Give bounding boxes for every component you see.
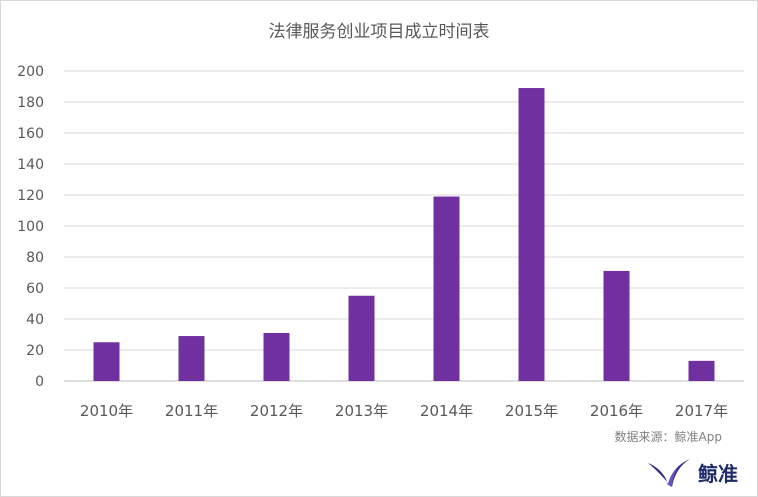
bar-2017年 xyxy=(688,360,715,381)
bar-2013年 xyxy=(348,295,375,381)
x-tick-label: 2016年 xyxy=(590,402,643,420)
y-tick-label: 160 xyxy=(17,126,44,142)
y-tick-label: 20 xyxy=(26,343,44,359)
bar-2010年 xyxy=(93,342,120,381)
y-axis-ticks: 0 20 40 60 80 100 120 140 160 180 200 xyxy=(17,64,44,390)
x-tick-label: 2010年 xyxy=(80,402,133,420)
x-tick-label: 2017年 xyxy=(675,402,728,420)
chart-title: 法律服务创业项目成立时间表 xyxy=(268,22,490,42)
logo-text: 鲸准 xyxy=(698,462,738,486)
whale-tail-icon xyxy=(648,459,690,487)
data-source-note: 数据来源：鲸准App xyxy=(614,430,722,444)
bar-2016年 xyxy=(603,270,630,381)
x-tick-label: 2014年 xyxy=(420,402,473,420)
y-tick-label: 0 xyxy=(35,374,44,390)
y-tick-label: 80 xyxy=(26,250,44,266)
x-tick-label: 2012年 xyxy=(250,402,303,420)
brand-logo: 鲸准 xyxy=(646,453,746,489)
y-tick-label: 60 xyxy=(26,281,44,297)
y-tick-label: 100 xyxy=(17,219,44,235)
bar-2011年 xyxy=(178,336,205,381)
bar-2014年 xyxy=(433,196,460,381)
y-tick-label: 140 xyxy=(17,157,44,173)
bars xyxy=(93,88,715,382)
x-tick-label: 2011年 xyxy=(165,402,218,420)
x-tick-label: 2015年 xyxy=(505,402,558,420)
y-tick-label: 200 xyxy=(17,64,44,80)
x-tick-label: 2013年 xyxy=(335,402,388,420)
x-axis-ticks: 2010年 2011年 2012年 2013年 2014年 2015年 2016年 2017年 xyxy=(80,402,728,420)
bar-2015年 xyxy=(518,88,545,382)
y-tick-label: 120 xyxy=(17,188,44,204)
bar-2012年 xyxy=(263,332,290,381)
gridlines xyxy=(64,70,744,382)
y-tick-label: 180 xyxy=(17,95,44,111)
y-tick-label: 40 xyxy=(26,312,44,328)
